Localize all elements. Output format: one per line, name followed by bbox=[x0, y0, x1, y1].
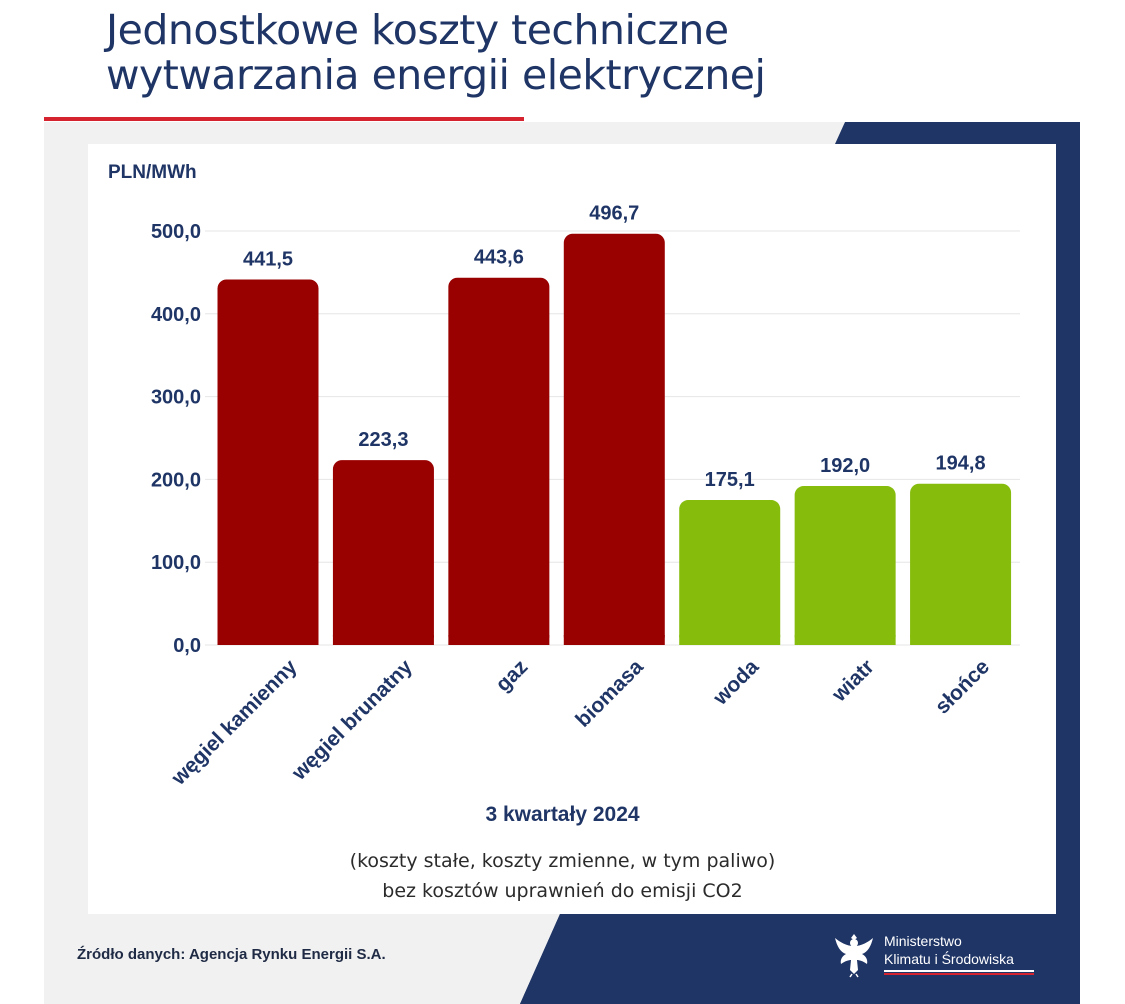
note-line-1: (koszty stałe, koszty zmienne, w tym pal… bbox=[349, 850, 776, 872]
data-label: 175,1 bbox=[705, 469, 755, 491]
data-source: Źródło danych: Agencja Rynku Energii S.A… bbox=[77, 946, 386, 963]
bar-base bbox=[332, 635, 434, 645]
bar bbox=[332, 460, 434, 645]
note-line-2: bez kosztów uprawnień do emisji CO2 bbox=[382, 880, 743, 902]
data-label: 496,7 bbox=[589, 203, 639, 225]
data-label: 192,0 bbox=[820, 455, 870, 477]
data-label: 223,3 bbox=[358, 429, 408, 451]
x-tick-label: gaz bbox=[491, 655, 532, 696]
bar-base bbox=[563, 635, 665, 645]
data-label: 441,5 bbox=[243, 248, 293, 270]
y-tick-label: 400,0 bbox=[151, 304, 201, 326]
x-tick-label: węgiel brunatny bbox=[287, 655, 417, 785]
page-title: Jednostkowe koszty techniczne wytwarzani… bbox=[106, 8, 1006, 98]
bar-base bbox=[679, 635, 781, 645]
y-axis-unit-label: PLN/MWh bbox=[108, 162, 197, 183]
ministry-name-line-2: Klimatu i Środowiska bbox=[884, 951, 1014, 967]
y-tick-label: 0,0 bbox=[173, 635, 201, 657]
x-tick-label: słońce bbox=[931, 655, 994, 718]
bar bbox=[910, 483, 1012, 645]
title-underline bbox=[44, 117, 524, 121]
bar-base bbox=[448, 635, 550, 645]
x-tick-label: woda bbox=[708, 655, 763, 710]
data-label: 194,8 bbox=[936, 453, 986, 475]
y-tick-label: 100,0 bbox=[151, 552, 201, 574]
x-tick-label: węgiel kamienny bbox=[167, 655, 302, 790]
y-tick-label: 300,0 bbox=[151, 387, 201, 409]
bar bbox=[217, 279, 319, 645]
y-tick-label: 200,0 bbox=[151, 469, 201, 491]
y-tick-label: 500,0 bbox=[151, 221, 201, 243]
ministry-flag-stripe bbox=[884, 970, 1034, 975]
bar bbox=[448, 277, 550, 645]
data-label: 443,6 bbox=[474, 247, 524, 269]
title-line-2: wytwarzania energii elektrycznej bbox=[106, 51, 766, 99]
period-label: 3 kwartały 2024 bbox=[485, 803, 640, 826]
bar bbox=[794, 486, 896, 645]
bar-base bbox=[910, 635, 1012, 645]
title-line-1: Jednostkowe koszty techniczne bbox=[106, 6, 729, 54]
x-tick-label: biomasa bbox=[571, 655, 648, 732]
x-tick-label: wiatr bbox=[827, 655, 879, 707]
bar-base bbox=[794, 635, 896, 645]
bar bbox=[563, 233, 665, 645]
bar bbox=[679, 500, 781, 645]
ministry-logo: Ministerstwo Klimatu i Środowiska bbox=[832, 930, 1062, 980]
ministry-name-line-1: Ministerstwo bbox=[884, 933, 962, 949]
bar-base bbox=[217, 635, 319, 645]
eagle-emblem-icon bbox=[835, 934, 873, 978]
